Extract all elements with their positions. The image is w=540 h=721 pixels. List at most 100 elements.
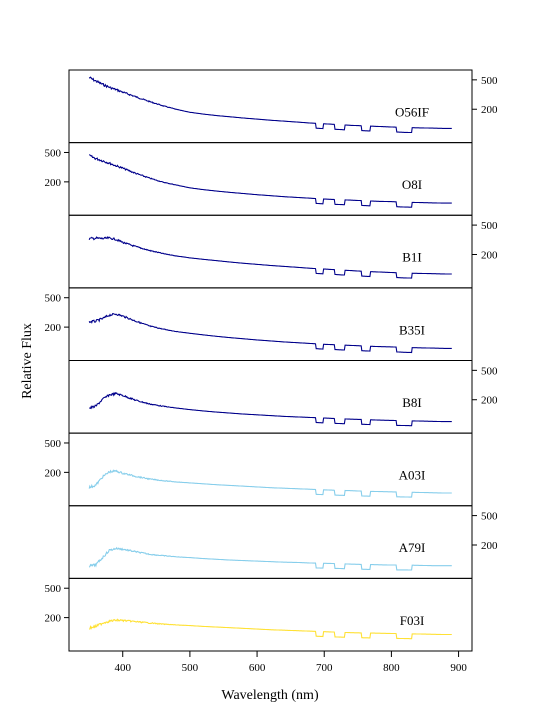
data-point: [283, 341, 284, 342]
panel-o8i: O8I 200 500: [45, 142, 473, 216]
data-point: [95, 157, 96, 158]
data-point: [109, 620, 110, 621]
data-point: [122, 619, 123, 620]
data-point: [283, 488, 284, 489]
data-point: [216, 336, 217, 337]
data-point: [270, 487, 271, 488]
data-point: [324, 344, 325, 345]
data-point: [136, 246, 137, 247]
data-point: [418, 492, 419, 493]
data-point: [136, 475, 137, 476]
series-line-o56if: [88, 76, 452, 134]
data-point: [283, 121, 284, 122]
series-line-b35i: [88, 312, 452, 354]
data-point: [351, 270, 352, 271]
data-point: [337, 418, 338, 419]
data-point: [149, 478, 150, 479]
series-line-a03i: [88, 469, 452, 498]
data-point: [324, 489, 325, 490]
data-point: [189, 187, 190, 188]
data-point: [109, 162, 110, 163]
data-point: [189, 112, 190, 113]
data-point: [243, 117, 244, 118]
data-point: [176, 184, 177, 185]
data-point: [337, 632, 338, 633]
data-point: [136, 620, 137, 621]
data-point: [351, 345, 352, 346]
data-point: [377, 491, 378, 492]
data-point: [377, 201, 378, 202]
data-point: [189, 409, 190, 410]
data-point: [451, 565, 452, 566]
data-point: [337, 490, 338, 491]
data-point: [431, 202, 432, 203]
data-point: [283, 630, 284, 631]
data-point: [203, 626, 204, 627]
data-point: [115, 469, 116, 470]
panel-b35i: B35I 200 500: [45, 287, 473, 361]
data-point: [364, 345, 365, 346]
data-point: [445, 492, 446, 493]
data-point: [364, 419, 365, 420]
data-point: [391, 126, 392, 127]
data-point: [95, 319, 96, 320]
data-point: [270, 629, 271, 630]
data-point: [89, 486, 90, 487]
data-point: [310, 268, 311, 269]
data-point: [115, 619, 116, 620]
data-point: [102, 475, 103, 476]
data-point: [122, 548, 123, 549]
data-point: [162, 105, 163, 106]
y-tick-label: 500: [45, 147, 62, 159]
data-point: [351, 200, 352, 201]
data-point: [377, 271, 378, 272]
data-point: [162, 480, 163, 481]
data-point: [109, 470, 110, 471]
data-point: [404, 273, 405, 274]
y-tick-label: 200: [481, 540, 498, 552]
data-point: [404, 492, 405, 493]
data-point: [324, 123, 325, 124]
data-point: [89, 564, 90, 565]
data-point: [95, 236, 96, 237]
data-point: [351, 419, 352, 420]
y-tick-label: 200: [481, 249, 498, 261]
data-point: [451, 634, 452, 635]
data-point: [445, 128, 446, 129]
data-point: [176, 624, 177, 625]
data-point: [115, 313, 116, 314]
data-point: [189, 557, 190, 558]
data-point: [89, 76, 90, 77]
data-point: [404, 633, 405, 634]
data-point: [122, 315, 123, 316]
y-tick-label: 200: [481, 104, 498, 116]
data-point: [324, 199, 325, 200]
data-point: [445, 565, 446, 566]
y-axis-title: Relative Flux: [20, 323, 35, 399]
y-tick-label: 500: [45, 583, 62, 595]
data-point: [176, 481, 177, 482]
data-point: [324, 417, 325, 418]
data-point: [176, 407, 177, 408]
data-point: [122, 241, 123, 242]
data-point: [431, 565, 432, 566]
data-point: [404, 564, 405, 565]
series-line-b8i: [89, 391, 452, 427]
series-label: B8I: [402, 395, 422, 410]
data-point: [243, 628, 244, 629]
data-point: [270, 120, 271, 121]
data-point: [230, 337, 231, 338]
data-point: [310, 417, 311, 418]
data-point: [270, 265, 271, 266]
data-point: [297, 267, 298, 268]
data-point: [391, 564, 392, 565]
data-point: [391, 633, 392, 634]
data-point: [243, 193, 244, 194]
data-point: [162, 253, 163, 254]
data-point: [230, 413, 231, 414]
data-point: [364, 632, 365, 633]
data-point: [297, 488, 298, 489]
data-point: [283, 196, 284, 197]
data-point: [216, 115, 217, 116]
